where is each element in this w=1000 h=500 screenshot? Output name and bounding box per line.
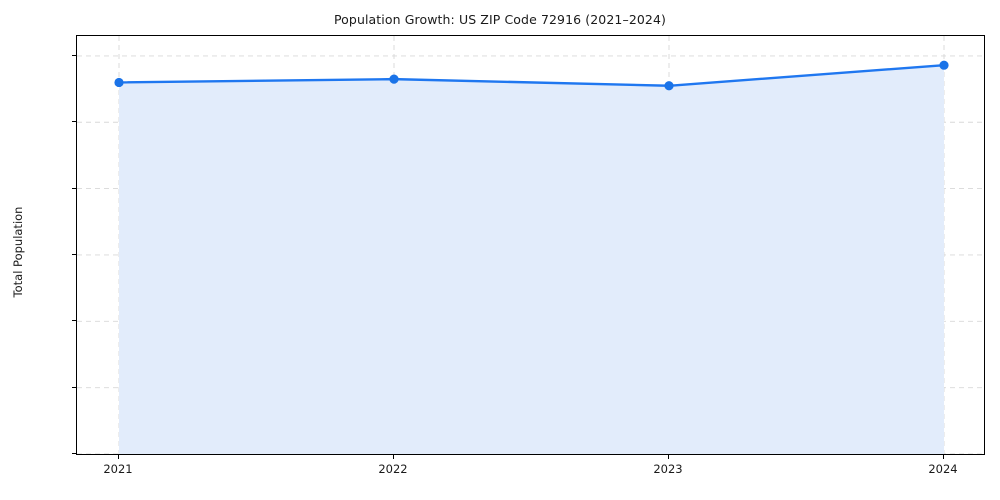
data-point-marker [664,81,674,91]
x-axis-tick-label: 2023 [653,462,683,476]
data-point-marker [389,74,399,84]
area-fill [119,65,944,454]
y-axis-tick-mark [72,320,76,322]
y-axis-tick-mark [72,386,76,388]
plot-area [76,35,985,455]
plot-svg [77,36,984,454]
y-axis-tick-mark [72,121,76,123]
x-axis-tick-mark [943,455,944,459]
y-axis-tick-mark [72,54,76,56]
data-point-marker [939,60,949,70]
y-axis-tick-mark [72,253,76,255]
y-axis-tick-mark [72,453,76,454]
y-axis-tick-mark [72,187,76,189]
x-axis-tick-label: 2021 [103,462,133,476]
x-axis-tick-mark [393,455,394,459]
x-axis-tick-mark [668,455,669,459]
x-axis-tick-label: 2024 [928,462,958,476]
y-axis-label: Total Population [11,206,25,298]
x-axis-tick-label: 2022 [378,462,408,476]
chart-title: Population Growth: US ZIP Code 72916 (20… [333,12,667,27]
data-line [117,63,946,87]
data-markers [114,60,949,91]
x-axis-tick-mark [118,455,119,459]
data-point-marker [114,77,124,88]
